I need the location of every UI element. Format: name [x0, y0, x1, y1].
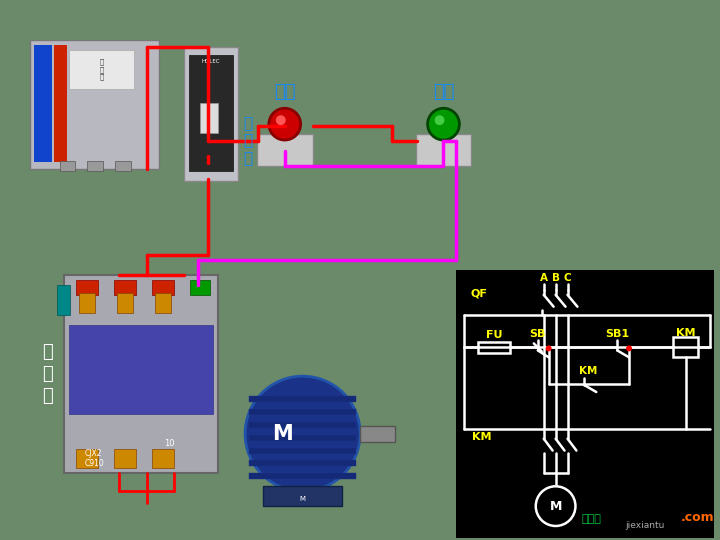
- Circle shape: [546, 346, 552, 352]
- Bar: [249, 448, 356, 454]
- Text: .com: .com: [680, 511, 714, 524]
- Bar: [249, 396, 356, 402]
- Text: FU: FU: [486, 330, 503, 341]
- Circle shape: [276, 115, 286, 125]
- Text: M: M: [272, 424, 293, 444]
- Circle shape: [626, 346, 632, 352]
- Bar: [114, 449, 136, 468]
- Text: HOLEC: HOLEC: [201, 59, 220, 64]
- Bar: [257, 134, 312, 166]
- Text: M: M: [549, 500, 562, 512]
- Text: KM: KM: [676, 327, 696, 338]
- Text: C: C: [564, 273, 572, 283]
- Circle shape: [435, 115, 444, 125]
- Circle shape: [245, 376, 360, 491]
- Bar: [672, 338, 698, 357]
- Bar: [65, 275, 218, 474]
- Bar: [117, 293, 133, 313]
- Text: CJX2
C910: CJX2 C910: [84, 449, 104, 468]
- Text: jiexiantu: jiexiantu: [625, 521, 665, 530]
- Bar: [184, 47, 238, 181]
- Text: 总
开
关: 总 开 关: [100, 59, 104, 80]
- Text: M: M: [300, 496, 305, 502]
- Bar: [57, 285, 71, 315]
- Bar: [189, 55, 233, 171]
- Bar: [76, 449, 98, 468]
- Bar: [360, 426, 395, 442]
- Text: QF: QF: [470, 289, 487, 299]
- Bar: [60, 161, 76, 171]
- Text: KM: KM: [579, 366, 598, 376]
- Circle shape: [428, 109, 459, 140]
- Bar: [478, 342, 510, 353]
- Text: 启动: 启动: [433, 83, 454, 102]
- Bar: [76, 280, 98, 295]
- Text: SB: SB: [530, 329, 546, 340]
- Text: 停止: 停止: [274, 83, 295, 102]
- Bar: [456, 270, 714, 538]
- Text: KM: KM: [472, 431, 492, 442]
- Bar: [191, 280, 210, 295]
- Text: 接
触
器: 接 触 器: [42, 343, 53, 406]
- Text: B: B: [552, 273, 559, 283]
- Bar: [53, 45, 68, 162]
- Bar: [69, 325, 213, 414]
- Bar: [34, 45, 52, 162]
- Bar: [114, 280, 136, 295]
- Bar: [200, 103, 218, 133]
- Bar: [115, 161, 131, 171]
- Text: 接线图: 接线图: [581, 514, 601, 524]
- Circle shape: [269, 109, 301, 140]
- Bar: [249, 474, 356, 480]
- Bar: [30, 40, 158, 169]
- Bar: [69, 50, 134, 90]
- Text: 断
路
器: 断 路 器: [243, 116, 252, 166]
- Bar: [152, 449, 174, 468]
- Bar: [249, 435, 356, 441]
- Bar: [155, 293, 171, 313]
- Bar: [415, 134, 472, 166]
- Text: 10: 10: [163, 438, 174, 448]
- Text: A: A: [540, 273, 548, 283]
- Bar: [152, 280, 174, 295]
- Bar: [79, 293, 95, 313]
- Text: SB1: SB1: [605, 329, 629, 340]
- Bar: [249, 409, 356, 415]
- Bar: [263, 487, 342, 506]
- Bar: [249, 461, 356, 467]
- Bar: [249, 422, 356, 428]
- Bar: [87, 161, 103, 171]
